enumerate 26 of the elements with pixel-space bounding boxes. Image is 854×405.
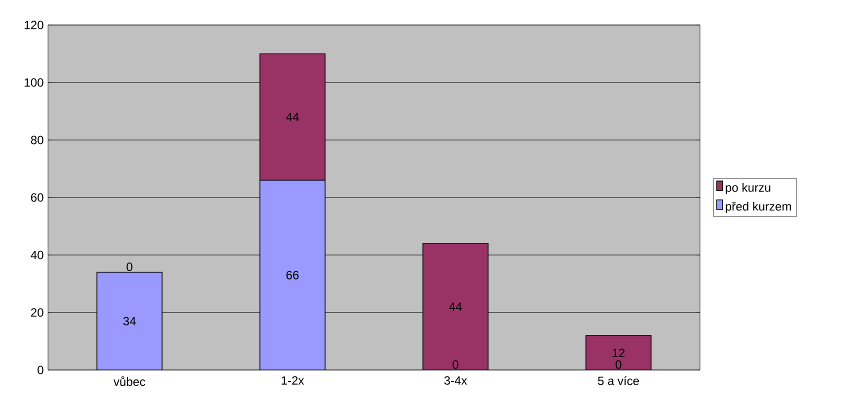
y-tick-label: 100 bbox=[24, 78, 44, 87]
x-tick-label: 1-2x bbox=[282, 376, 304, 385]
bar bbox=[422, 243, 489, 370]
x-tick-label: 5 a více bbox=[598, 376, 639, 386]
y-tick-label: 60 bbox=[31, 193, 44, 202]
y-tick-label: 0 bbox=[38, 366, 44, 374]
bar bbox=[260, 180, 326, 370]
data-label: 12 bbox=[612, 348, 625, 357]
data-label: 34 bbox=[123, 316, 136, 326]
y-tick-label: 120 bbox=[24, 20, 44, 30]
data-label: 44 bbox=[286, 112, 299, 122]
data-label: 44 bbox=[449, 302, 462, 311]
bar bbox=[260, 53, 326, 181]
data-label: 0 bbox=[126, 262, 132, 272]
y-tick-label: 20 bbox=[31, 308, 44, 317]
data-label: 66 bbox=[286, 270, 299, 280]
y-tick-label: 40 bbox=[30, 250, 44, 260]
x-tick-label: vůbec bbox=[114, 376, 146, 386]
data-label: 0 bbox=[616, 360, 622, 369]
bar bbox=[586, 335, 652, 370]
y-tick-label: 80 bbox=[30, 136, 44, 144]
legend-label: před kurzem bbox=[726, 202, 791, 214]
bar bbox=[96, 272, 163, 370]
x-tick-label: 3-4x bbox=[444, 376, 468, 385]
annotation: 0 bbox=[452, 360, 458, 369]
legend-label: po kurzu bbox=[726, 183, 770, 194]
